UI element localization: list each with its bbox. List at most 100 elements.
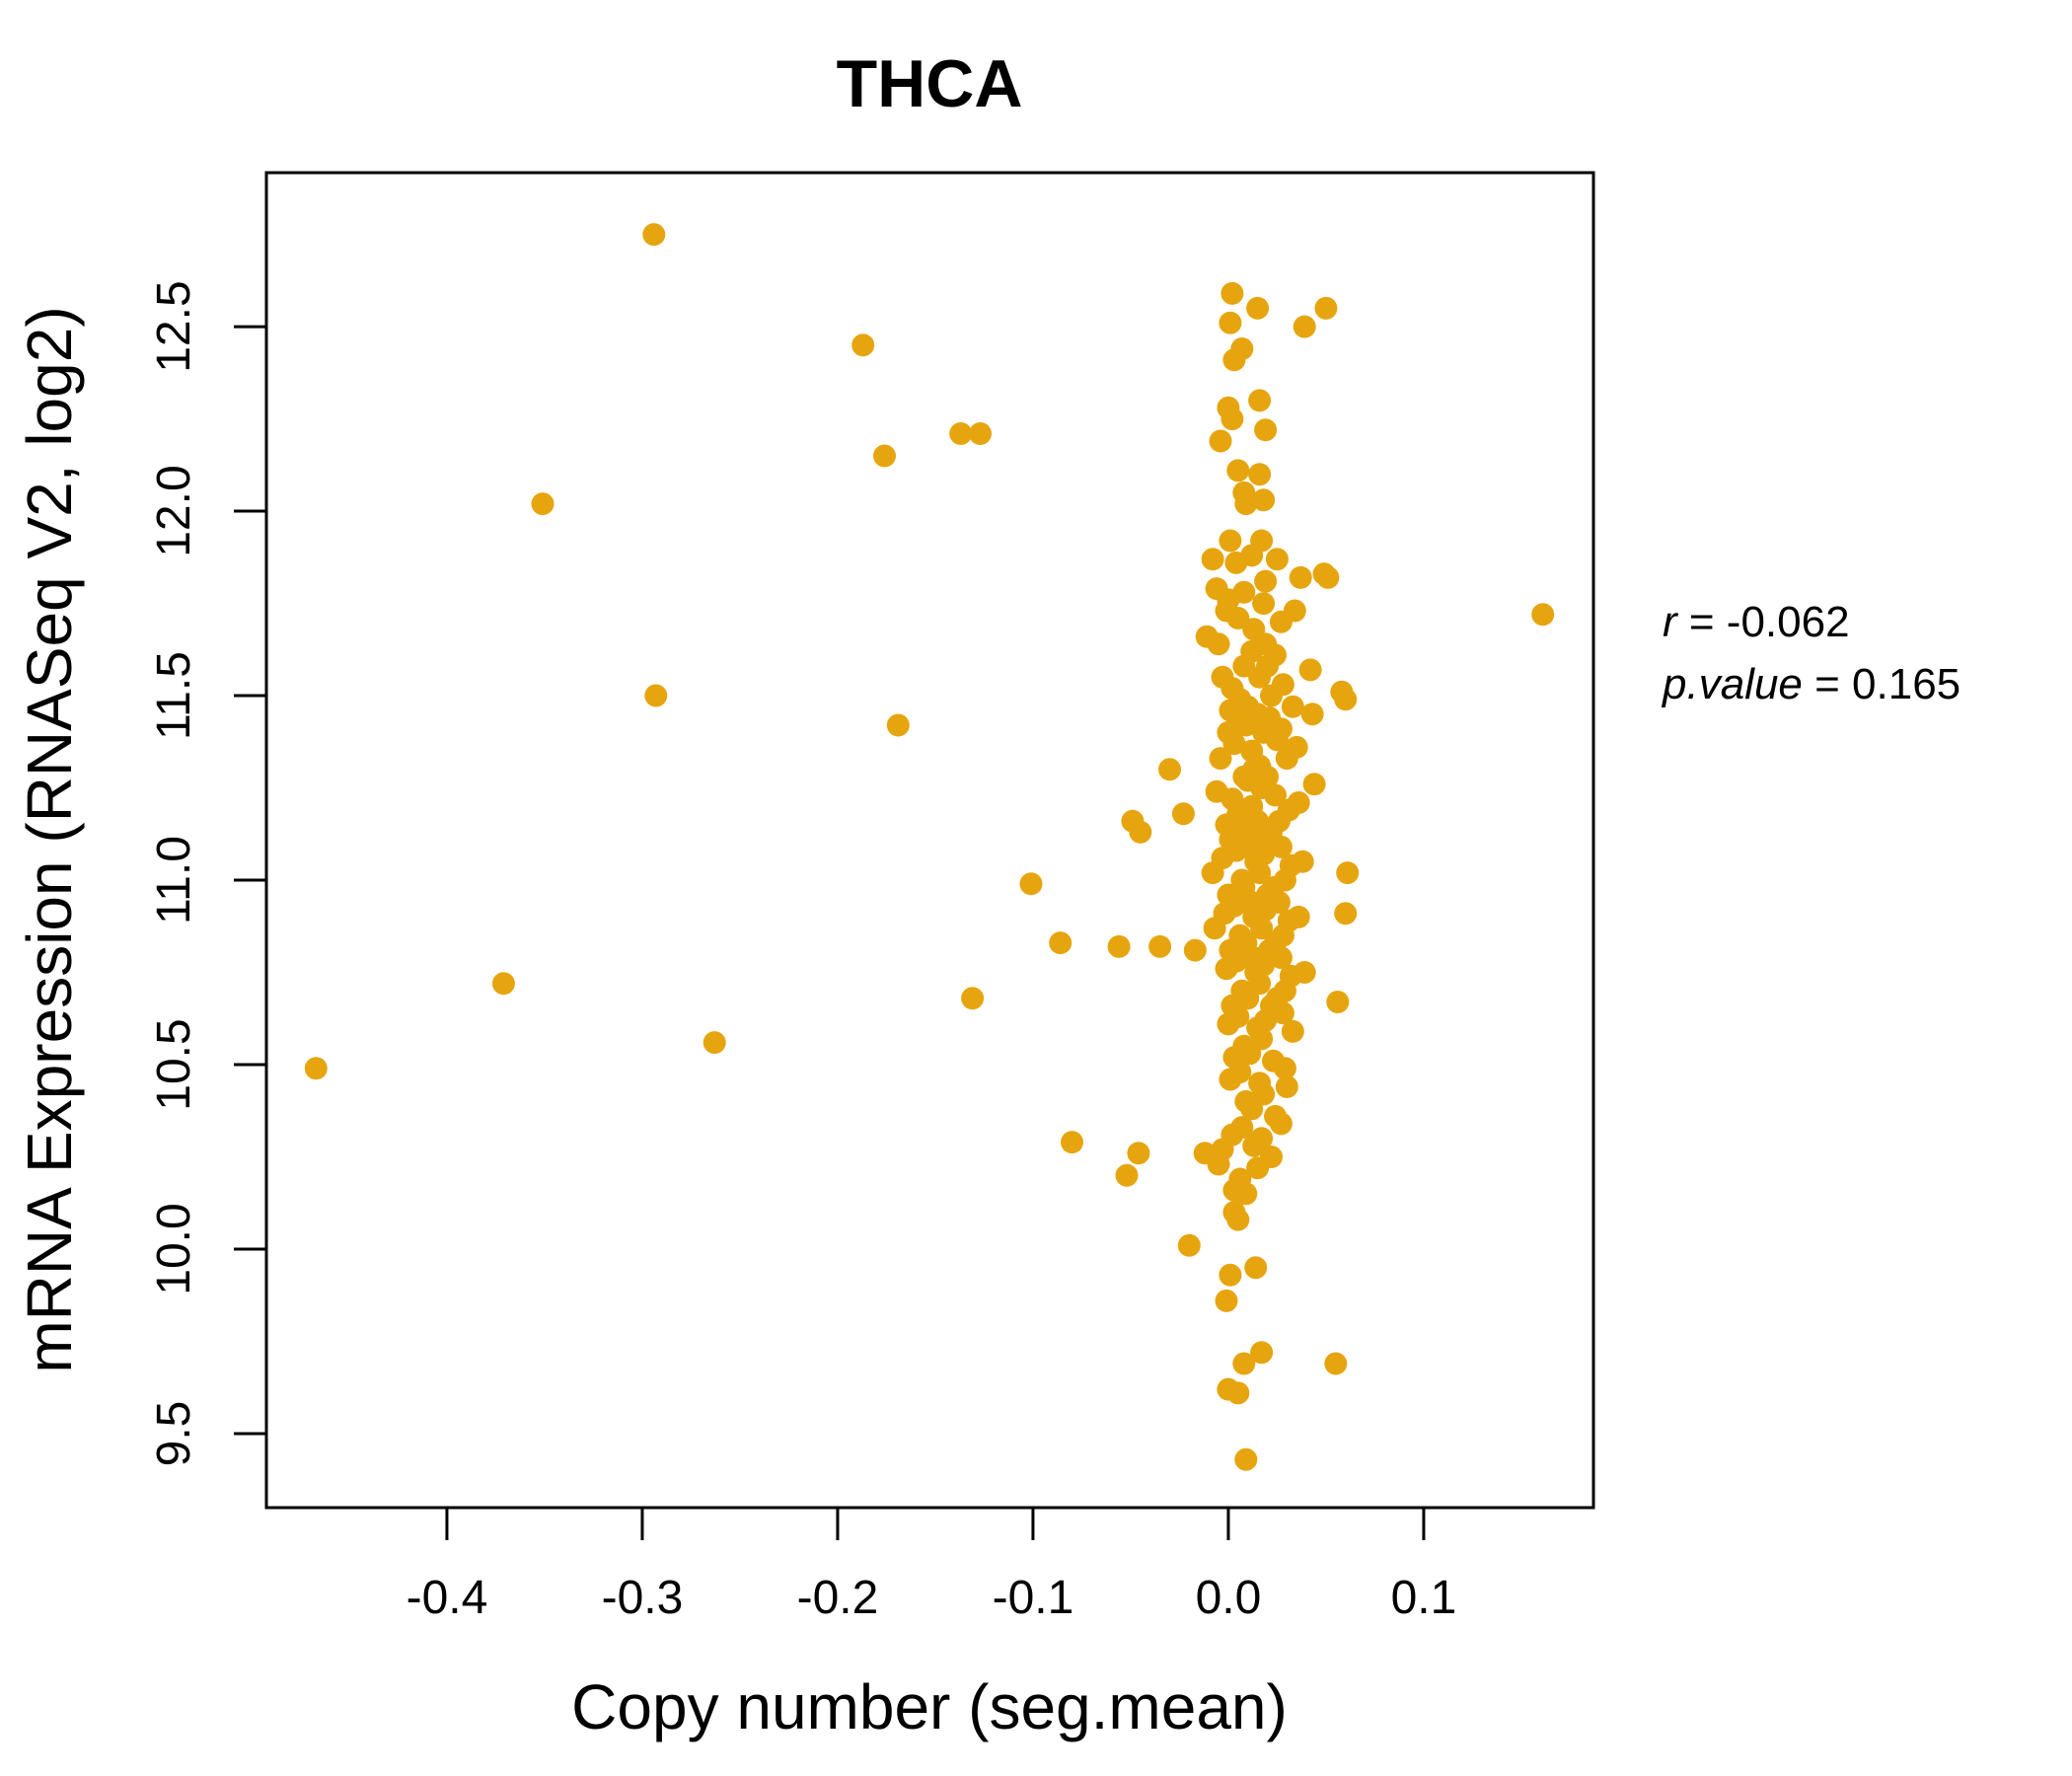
data-point (1207, 1152, 1230, 1176)
data-point (1226, 1208, 1250, 1231)
data-point (1326, 991, 1350, 1013)
data-point (1265, 987, 1289, 1010)
data-point (1221, 994, 1244, 1017)
data-point (1256, 765, 1279, 788)
data-point (1234, 492, 1258, 516)
data-point (1219, 311, 1242, 334)
data-point (1265, 548, 1289, 571)
data-point (851, 333, 875, 357)
data-point (1248, 389, 1272, 412)
plot-border (264, 171, 1595, 1510)
y-tick-label: 11.0 (148, 836, 200, 925)
data-point (1334, 902, 1358, 925)
data-point (1203, 917, 1226, 940)
data-point (1219, 1068, 1242, 1091)
data-point (1217, 883, 1240, 907)
data-point (969, 422, 992, 445)
data-point (1262, 876, 1285, 899)
pvalue-symbol: p.value (1661, 660, 1803, 708)
x-axis-ticks: -0.4 -0.3 -0.2 -0.1 0.0 0.1 (407, 1508, 1456, 1624)
data-point (1215, 599, 1238, 623)
data-point (1148, 934, 1172, 958)
data-point (1293, 315, 1316, 338)
data-point (1205, 779, 1228, 803)
data-point (1221, 407, 1244, 431)
data-point (1219, 938, 1242, 962)
data-point (1246, 296, 1270, 320)
data-point (1269, 610, 1293, 633)
x-tick-label: -0.1 (993, 1572, 1074, 1624)
pvalue-value: = 0.165 (1803, 660, 1961, 708)
data-point (1248, 463, 1272, 486)
data-point (1275, 1075, 1298, 1098)
data-point (1107, 934, 1131, 958)
correlation-r-annotation: r = -0.062 (1663, 598, 1850, 646)
data-point (1115, 1163, 1139, 1187)
data-point (1298, 658, 1322, 682)
data-point (1269, 717, 1293, 741)
data-point (1177, 1233, 1201, 1257)
data-point (1281, 1019, 1304, 1043)
data-point (1049, 931, 1073, 955)
correlation-pvalue-annotation: p.value = 0.165 (1661, 660, 1961, 708)
data-point (1236, 769, 1260, 792)
data-point (1271, 673, 1295, 697)
data-point (1232, 1352, 1256, 1375)
data-point (1234, 1182, 1258, 1206)
y-tick-label: 12.5 (148, 280, 200, 372)
x-tick-label: -0.4 (407, 1572, 488, 1624)
data-point (1246, 1156, 1270, 1180)
x-axis-title: Copy number (seg.mean) (571, 1671, 1288, 1742)
x-tick-label: -0.3 (602, 1572, 684, 1624)
data-point (1269, 1112, 1293, 1136)
data-point (1273, 1057, 1296, 1080)
data-point (1127, 1142, 1150, 1165)
data-point (1217, 720, 1240, 744)
data-point (1221, 281, 1244, 305)
data-point (1256, 654, 1279, 678)
data-point (703, 1031, 726, 1055)
data-point (1222, 348, 1246, 372)
data-point (1252, 953, 1276, 977)
data-point (886, 713, 910, 737)
chart-title: THCA (837, 46, 1023, 121)
data-point (1234, 1447, 1258, 1471)
data-point (1531, 603, 1555, 627)
data-point (1314, 296, 1338, 320)
r-value: = -0.062 (1677, 598, 1850, 646)
data-point (644, 684, 668, 707)
data-point (1215, 1289, 1238, 1312)
data-point (1158, 758, 1181, 781)
data-point (1330, 680, 1354, 703)
data-point (1254, 898, 1278, 922)
data-point (1336, 861, 1360, 885)
scatter-points (304, 223, 1555, 1471)
y-tick-label: 12.0 (148, 465, 200, 556)
data-point (1250, 1341, 1274, 1365)
y-tick-label: 10.5 (148, 1018, 200, 1110)
data-point (1291, 850, 1314, 873)
y-tick-label: 11.5 (148, 651, 200, 740)
data-point (873, 444, 896, 468)
data-point (1252, 843, 1276, 866)
data-point (1240, 1097, 1264, 1121)
data-point (1183, 938, 1207, 962)
data-point (1254, 569, 1278, 593)
data-point (304, 1057, 328, 1080)
data-point (1293, 961, 1316, 984)
data-point (1264, 931, 1287, 955)
y-tick-label: 10.0 (148, 1203, 200, 1295)
x-tick-label: -0.2 (797, 1572, 879, 1624)
data-point (1287, 905, 1310, 928)
data-point (1171, 802, 1195, 826)
data-point (1287, 791, 1310, 814)
data-point (1250, 917, 1274, 940)
y-axis-ticks: 9.5 10.0 10.5 11.0 11.5 12.0 12.5 (148, 280, 266, 1466)
data-point (1281, 695, 1304, 718)
data-point (1254, 1008, 1278, 1032)
data-point (1222, 1046, 1246, 1070)
data-point (1129, 820, 1152, 844)
data-point (642, 223, 666, 247)
